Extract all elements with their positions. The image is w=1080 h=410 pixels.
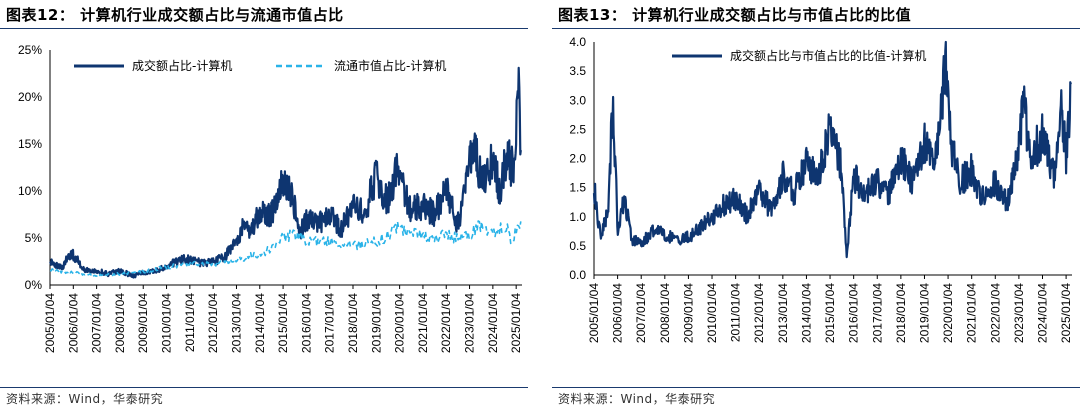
series-line: [49, 66, 522, 279]
y-tick-label: 25%: [18, 43, 42, 57]
x-tick-label: 2019/01/04: [369, 293, 383, 353]
x-tick-label: 2011/01/04: [729, 283, 743, 342]
series-line: [592, 40, 1072, 259]
source-divider: [0, 387, 528, 388]
source-divider: [552, 387, 1080, 388]
y-tick-label: 5%: [25, 231, 43, 245]
x-tick-label: 2012/01/04: [206, 293, 220, 353]
x-tick-label: 2014/01/04: [253, 293, 267, 353]
y-tick-label: 3.0: [569, 93, 586, 107]
x-tick-label: 2005/01/04: [587, 283, 601, 343]
y-tick-label: 0%: [25, 278, 43, 292]
x-tick-label: 2015/01/04: [276, 293, 290, 353]
y-tick-label: 20%: [18, 90, 42, 104]
x-tick-label: 2013/01/04: [776, 283, 790, 343]
x-tick-label: 2007/01/04: [634, 283, 648, 343]
legend-label: 流通市值占比-计算机: [334, 58, 446, 73]
y-tick-label: 1.0: [569, 210, 586, 224]
x-tick-label: 2017/01/04: [323, 293, 337, 353]
x-tick-label: 2010/01/04: [705, 283, 719, 343]
y-tick-label: 4.0: [569, 35, 586, 49]
x-tick-label: 2025/01/04: [509, 293, 523, 353]
x-tick-label: 2021/01/04: [965, 283, 979, 343]
x-tick-label: 2007/01/04: [90, 293, 104, 353]
x-tick-label: 2006/01/04: [66, 293, 80, 353]
x-tick-label: 2014/01/04: [799, 283, 813, 343]
line-chart: 0.0 0.5 1.0 1.5 2.0 2.5 3.0 3.5 4.0 2005/01/04 200…: [569, 35, 1073, 343]
x-tick-label: 2025/01/04: [1059, 283, 1073, 343]
chart-panel-right: 图表13： 计算机行业成交额占比与市值占比的比值 0.0 0.5 1.0 1.5 2.0…: [552, 0, 1080, 410]
x-tick-label: 2024/01/04: [1035, 283, 1049, 343]
x-tick-label: 2010/01/04: [160, 293, 174, 353]
x-tick-label: 2008/01/04: [658, 283, 672, 343]
series-line: [49, 220, 522, 278]
chart-title: 图表12： 计算机行业成交额占比与流通市值占比: [6, 6, 344, 24]
x-tick-label: 2016/01/04: [847, 283, 861, 343]
x-tick-label: 2021/01/04: [416, 293, 430, 353]
legend-label: 成交额占比-计算机: [132, 58, 232, 73]
y-tick-label: 3.5: [569, 64, 586, 78]
x-tick-label: 2018/01/04: [894, 283, 908, 343]
x-tick-label: 2020/01/04: [393, 293, 407, 353]
x-tick-label: 2012/01/04: [752, 283, 766, 343]
y-tick-label: 2.5: [569, 122, 586, 136]
line-chart: 0% 5% 10% 15% 20% 25% 2005/01/04 2006/01/04 2007…: [18, 43, 523, 353]
y-tick-label: 0.0: [569, 268, 586, 282]
title-divider: [552, 28, 1080, 29]
x-tick-label: 2022/01/04: [439, 293, 453, 353]
x-tick-label: 2009/01/04: [136, 293, 150, 353]
x-tick-label: 2013/01/04: [229, 293, 243, 353]
x-tick-label: 2009/01/04: [681, 283, 695, 343]
y-tick-label: 1.5: [569, 181, 586, 195]
x-tick-label: 2023/01/04: [1012, 283, 1026, 343]
source-note: 资料来源：Wind，华泰研究: [6, 392, 164, 406]
x-tick-label: 2008/01/04: [113, 293, 127, 353]
x-tick-label: 2020/01/04: [941, 283, 955, 343]
chart-panel-left: 图表12： 计算机行业成交额占比与流通市值占比 0% 5% 10% 15% 20% 25%…: [0, 0, 528, 410]
y-tick-label: 2.0: [569, 152, 586, 166]
x-tick-label: 2011/01/04: [183, 293, 197, 352]
x-tick-label: 2006/01/04: [611, 283, 625, 343]
y-tick-label: 15%: [18, 137, 42, 151]
x-tick-label: 2023/01/04: [463, 293, 477, 353]
y-tick-label: 0.5: [569, 239, 586, 253]
x-tick-label: 2017/01/04: [870, 283, 884, 343]
source-note: 资料来源：Wind，华泰研究: [558, 392, 716, 406]
title-divider: [0, 28, 528, 29]
y-tick-label: 10%: [18, 184, 42, 198]
x-tick-label: 2016/01/04: [299, 293, 313, 353]
x-tick-label: 2024/01/04: [486, 293, 500, 353]
x-tick-label: 2018/01/04: [346, 293, 360, 353]
x-tick-label: 2005/01/04: [43, 293, 57, 353]
chart-title: 图表13： 计算机行业成交额占比与市值占比的比值: [558, 6, 912, 24]
x-tick-label: 2022/01/04: [988, 283, 1002, 343]
x-tick-label: 2019/01/04: [917, 283, 931, 343]
x-tick-label: 2015/01/04: [823, 283, 837, 343]
legend-label: 成交额占比与市值占比的比值-计算机: [730, 48, 926, 63]
